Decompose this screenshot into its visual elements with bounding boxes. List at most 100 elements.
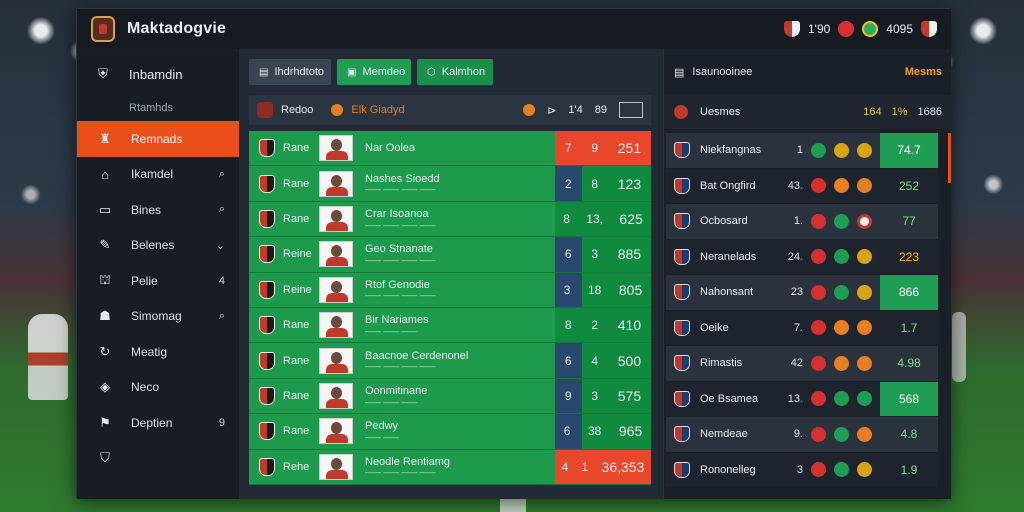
form-dot-icon — [834, 178, 849, 194]
sidebar-item-simomag[interactable]: ☗ Simomag ⌕ — [77, 299, 239, 335]
table-row[interactable]: Rane Oonmitinane —— —— —— 9 3 575 — [249, 378, 651, 415]
sidebar-item-remnads[interactable]: ♜ Remnads — [77, 121, 239, 157]
stat-b: 13, — [586, 211, 603, 226]
standings-row[interactable]: Oeike 7. 1.7 — [666, 310, 938, 346]
team-points: 1 — [796, 144, 803, 157]
stat-score: 885 — [617, 246, 642, 263]
player-name-cell: Nashes Sioedd —— —— —— —— — [365, 173, 555, 195]
team-goal-diff: 1.7 — [900, 320, 918, 335]
form-dot-icon — [811, 249, 826, 265]
tab-overview[interactable]: ▤ Ihdrhdtoto — [249, 59, 331, 85]
row-short: Rane — [283, 212, 310, 225]
table-row[interactable]: Rane Crar Isoanoa —— —— —— —— 8 13, 625 — [249, 201, 651, 238]
avatar — [319, 205, 353, 232]
table-row[interactable]: Reine Rtof Genodie —— —— —— —— 3 18 805 — [249, 272, 651, 308]
play-icon[interactable]: ⊳ — [547, 104, 557, 117]
table-row[interactable]: Rane Pedwy —— —— 6 38 965 — [249, 414, 651, 450]
team-crest-icon — [674, 461, 690, 478]
standings-row[interactable]: Niekfangnas 1 74.7 — [666, 133, 938, 169]
sidebar-item-tail: ⌕ — [218, 309, 225, 322]
standings-row[interactable]: Rimastis 42 4.98 — [666, 346, 938, 382]
row-stats: 2 8 123 — [555, 166, 651, 201]
standings-row[interactable]: Neranelads 24. 223 — [666, 239, 938, 275]
form-dot-icon — [811, 213, 826, 229]
avatar — [319, 170, 353, 197]
stat-a: 8 — [564, 318, 572, 333]
avatar — [319, 382, 353, 409]
team-goal-diff: 1.9 — [900, 462, 918, 477]
form-dot-icon — [811, 284, 826, 300]
header-team-label: Elk Giadyd — [351, 104, 405, 116]
player-name: Oonmitinane — [365, 385, 428, 398]
table-row[interactable]: Rane Nar Oolea 7 9 251 — [249, 131, 651, 167]
team-form — [811, 391, 872, 407]
table-row[interactable]: Rehe Neodle Rentiamg —— —— —— —— 4 1 36,353 — [249, 449, 651, 485]
standings-col-v2: 1% — [891, 106, 908, 118]
sidebar-item-ikamdel[interactable]: ⌂ Ikamdel ⌕ — [77, 157, 239, 193]
tab-members[interactable]: ▣ Memdeo — [337, 59, 411, 85]
player-subtext: —— —— —— —— — [365, 291, 436, 301]
sidebar-item-tail: 9 — [218, 416, 225, 429]
table-row[interactable]: Reine Geo Stnanate —— —— —— —— 6 3 885 — [249, 237, 651, 273]
row-stats: 6 3 885 — [555, 237, 651, 272]
table-row[interactable]: Rane Nashes Sioedd —— —— —— —— 2 8 123 — [249, 166, 651, 202]
row-stats: 6 4 500 — [555, 343, 651, 378]
sidebar-item-meatig[interactable]: ↻ Meatig — [77, 334, 239, 370]
players-table-header: Redoo Elk Giadyd ⊳ 1'4 89 — [249, 95, 651, 125]
team-goal-diff: 568 — [880, 381, 938, 416]
team-form — [811, 284, 872, 300]
club-crest-icon — [259, 422, 275, 441]
shield-icon: ⬡ — [427, 66, 436, 78]
team-goal-diff: 223 — [898, 249, 920, 264]
standings-row[interactable]: Oe Bsamea 13. 568 — [666, 381, 938, 417]
sidebar-header-label: Inbamdin — [129, 66, 183, 82]
player-subtext: —— —— —— —— — [365, 256, 436, 266]
sidebar-item-neco[interactable]: ◈ Neco — [77, 370, 239, 406]
row-short: Rane — [283, 319, 310, 332]
player-name-cell: Baacnoe Cerdenonel —— —— —— —— — [365, 350, 555, 372]
header-columns: ⊳ 1'4 89 — [523, 102, 643, 118]
profile-badge-icon[interactable] — [921, 21, 937, 37]
row-stats: 9 3 575 — [555, 378, 651, 414]
row-short: Rane — [283, 142, 310, 155]
table-row[interactable]: Rane Baacnoe Cerdenonel —— —— —— —— 6 4 500 — [249, 343, 651, 379]
standings-col-v3: 1686 — [917, 106, 942, 118]
stat-score: 251 — [617, 140, 642, 157]
form-dot-icon — [834, 355, 849, 371]
club-crest-icon: ⛨ — [98, 66, 108, 81]
team-crest-icon — [674, 426, 690, 443]
view-toggle-icon[interactable] — [619, 102, 643, 118]
sidebar-header[interactable]: ⛨ Inbamdin — [77, 53, 239, 95]
standings-row[interactable]: Bat Ongfird 43. 252 — [666, 168, 938, 204]
team-name: Nemdeae — [700, 428, 748, 441]
team-form — [811, 178, 872, 194]
form-dot-icon — [857, 320, 872, 336]
team-name: Niekfangnas — [700, 144, 762, 157]
team-points: 9. — [793, 428, 803, 441]
sidebar-item-deptien[interactable]: ⚑ Deptien 9 — [77, 405, 239, 441]
team-crest-icon — [674, 177, 690, 194]
table-row[interactable]: Rane Bir Nariames —— —— —— 8 2 410 — [249, 307, 651, 344]
tab-calendar[interactable]: ⬡ Kalmhon — [417, 59, 493, 85]
team-crest-icon — [674, 248, 690, 265]
team-name: Oe Bsamea — [700, 392, 759, 405]
standings-right-label[interactable]: Mesms — [904, 66, 942, 78]
user-icon: ☗ — [99, 308, 111, 324]
standings-row[interactable]: Ocbosard 1. 77 — [666, 204, 938, 240]
background-player-right — [952, 312, 966, 382]
standings-row[interactable]: Nahonsant 23 866 — [666, 275, 938, 311]
form-dot-icon — [811, 462, 826, 478]
crest-icon — [257, 102, 273, 118]
sidebar-item-shield[interactable]: ⛉ — [77, 441, 239, 477]
sidebar-item-pelie[interactable]: ⛫ Pelie 4 — [77, 263, 239, 299]
standings-row[interactable]: Nemdeae 9. 4.8 — [666, 417, 938, 453]
stat-a: 2 — [564, 176, 572, 191]
scroll-indicator[interactable] — [948, 133, 951, 183]
form-dot-icon — [811, 426, 826, 442]
player-subtext: —— —— —— —— — [365, 220, 436, 230]
top-value-1: 1'90 — [807, 22, 831, 36]
standings-col-v1: 164 — [863, 106, 882, 118]
standings-row[interactable]: Rononelleg 3 1.9 — [666, 452, 938, 488]
sidebar-item-bines[interactable]: ▭ Bines ⌕ — [77, 192, 239, 228]
sidebar-item-belenes[interactable]: ✎ Belenes ⌄ — [77, 228, 239, 264]
